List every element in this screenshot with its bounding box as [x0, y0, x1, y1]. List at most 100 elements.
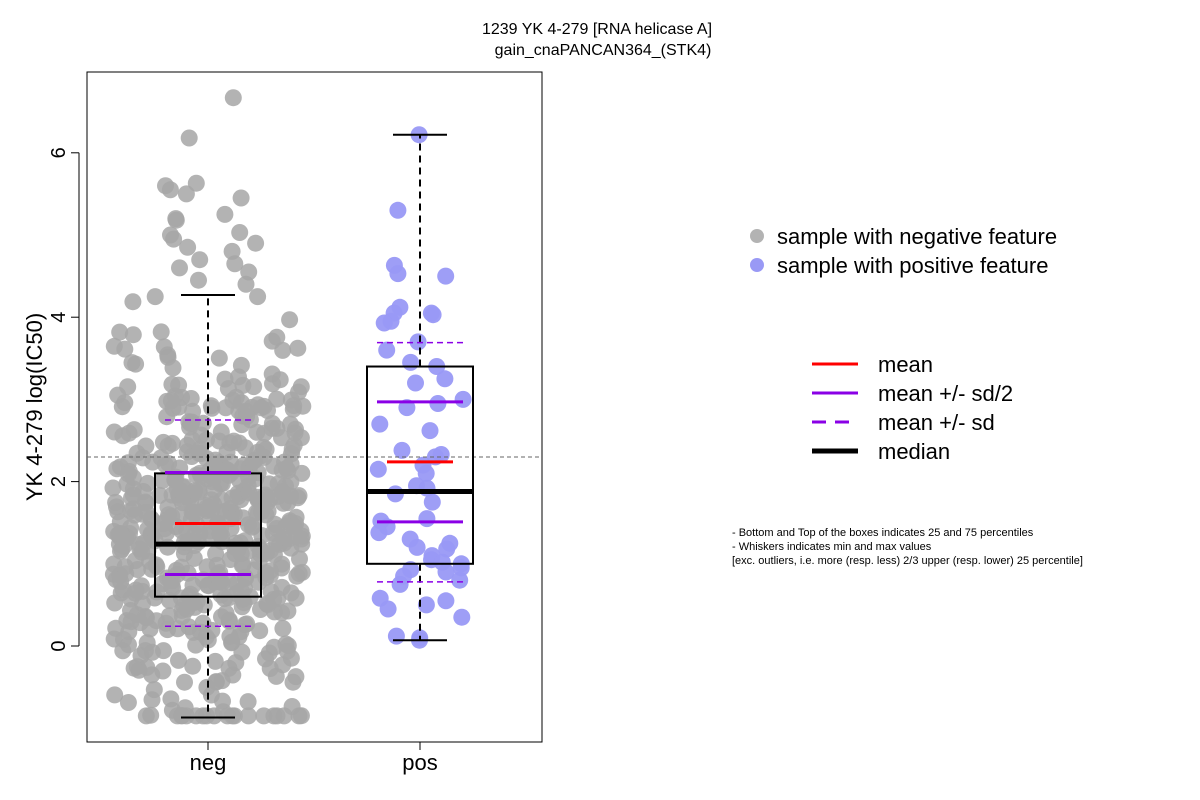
data-point-neg	[191, 440, 209, 458]
data-point-neg	[167, 211, 185, 229]
legend-line-label: mean	[878, 352, 933, 377]
data-point-neg	[187, 174, 205, 192]
data-point-neg	[234, 376, 252, 394]
data-point-pos	[451, 571, 469, 589]
y-axis-label: YK 4-279 log(IC50)	[22, 313, 47, 501]
data-point-neg	[233, 394, 250, 412]
data-point-neg	[141, 620, 159, 638]
data-point-neg	[239, 707, 257, 725]
data-point-neg	[171, 259, 188, 277]
data-point-neg	[265, 603, 283, 621]
data-point-neg	[226, 255, 244, 273]
data-point-pos	[417, 464, 435, 482]
data-point-neg	[197, 628, 215, 646]
data-point-pos	[454, 390, 472, 408]
data-point-neg	[274, 483, 292, 501]
data-point-neg	[127, 355, 145, 373]
data-point-neg	[170, 651, 187, 669]
data-point-neg	[264, 375, 281, 393]
data-point-neg	[219, 707, 236, 725]
data-point-neg	[236, 616, 254, 634]
data-point-neg	[158, 408, 176, 426]
data-point-pos	[375, 314, 393, 332]
data-point-neg	[252, 399, 270, 417]
data-point-neg	[105, 423, 123, 441]
data-point-neg	[118, 612, 136, 630]
data-point-neg	[124, 293, 142, 311]
data-point-neg	[136, 642, 154, 660]
data-point-neg	[185, 504, 203, 522]
data-point-neg	[165, 230, 183, 248]
data-point-neg	[179, 238, 197, 256]
data-point-pos	[389, 265, 407, 283]
box-neg	[154, 294, 262, 719]
data-point-neg	[277, 635, 295, 653]
data-point-neg	[284, 400, 302, 418]
data-point-pos	[437, 267, 455, 285]
chart-title-line2: gain_cnaPANCAN364_(STK4)	[495, 42, 712, 59]
data-point-neg	[290, 565, 308, 582]
data-point-neg	[137, 707, 155, 725]
footnote-line: - Whiskers indicates min and max values	[732, 541, 932, 553]
data-point-neg	[206, 652, 224, 670]
data-point-neg	[138, 658, 156, 676]
data-point-neg	[151, 486, 169, 504]
data-point-pos	[389, 201, 407, 219]
data-point-neg	[161, 181, 179, 199]
data-point-neg	[104, 479, 122, 497]
data-point-neg	[127, 581, 145, 599]
data-point-neg	[201, 526, 219, 544]
data-point-pos	[408, 538, 426, 556]
data-point-neg	[240, 484, 258, 502]
data-point-neg	[247, 234, 265, 252]
data-point-pos	[402, 353, 420, 371]
data-point-neg	[232, 356, 250, 374]
data-point-neg	[279, 602, 297, 620]
legend-label: sample with positive feature	[777, 253, 1048, 278]
legend-marker	[750, 229, 764, 243]
data-point-neg	[190, 271, 207, 289]
data-point-neg	[232, 189, 250, 207]
data-point-neg	[260, 644, 278, 662]
data-point-neg	[182, 390, 200, 407]
footnote-line: - Bottom and Top of the boxes indicates …	[732, 527, 1034, 539]
data-point-neg	[184, 657, 202, 675]
data-point-pos	[369, 460, 387, 478]
data-point-pos	[424, 306, 442, 324]
plot-area: 0 2 4 6 neg pos	[48, 71, 543, 775]
data-point-neg	[152, 323, 170, 341]
y-tick-label: 2	[48, 476, 70, 487]
points-layer	[104, 89, 472, 725]
data-point-neg	[284, 673, 302, 691]
data-point-neg	[141, 552, 158, 570]
data-point-neg	[273, 578, 291, 596]
data-point-neg	[173, 601, 191, 619]
legend-line-label: mean +/- sd	[878, 410, 995, 435]
legend-line-label: mean +/- sd/2	[878, 381, 1013, 406]
data-point-neg	[163, 375, 181, 393]
data-point-neg	[233, 643, 251, 661]
footnote-line: [exc. outliers, i.e. more (resp. less) 2…	[732, 555, 1083, 567]
data-point-pos	[407, 374, 424, 392]
legend-marker	[750, 258, 764, 272]
data-point-neg	[281, 415, 299, 433]
data-point-neg	[185, 549, 203, 567]
data-point-neg	[159, 437, 177, 455]
data-point-neg	[177, 185, 195, 203]
data-point-neg	[159, 346, 177, 364]
data-point-neg	[172, 558, 190, 576]
data-point-neg	[290, 707, 308, 725]
data-point-neg	[143, 691, 161, 709]
data-point-neg	[224, 89, 242, 107]
data-point-neg	[169, 620, 187, 638]
data-point-neg	[292, 530, 310, 548]
y-tick-label: 4	[48, 312, 70, 323]
data-point-neg	[173, 707, 191, 725]
data-point-neg	[125, 500, 142, 518]
data-point-neg	[162, 690, 180, 708]
data-point-neg	[191, 251, 209, 269]
data-point-neg	[180, 413, 198, 431]
data-point-neg	[164, 359, 182, 377]
data-point-neg	[239, 693, 257, 711]
